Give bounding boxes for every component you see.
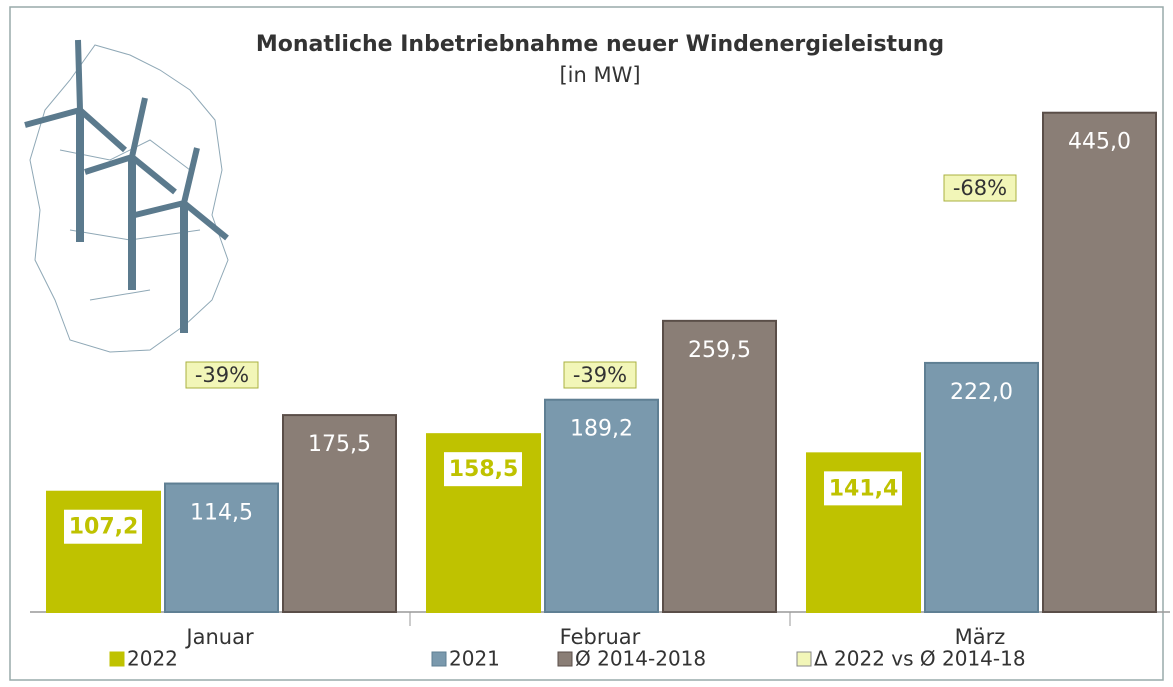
x-tick-label: Februar	[560, 625, 641, 649]
delta-box	[943, 174, 1017, 202]
legend-label: 2021	[449, 647, 500, 671]
bar	[662, 319, 777, 613]
x-tick-label: März	[955, 625, 1006, 649]
delta-label: -39%	[195, 363, 249, 387]
bar	[164, 482, 279, 613]
value-label: 114,5	[190, 501, 253, 526]
bar	[282, 414, 397, 613]
legend-label: 2022	[127, 647, 178, 671]
value-label: 158,5	[449, 457, 519, 482]
frame	[9, 6, 1164, 681]
value-label: 189,2	[570, 417, 633, 442]
value-label-box	[824, 471, 902, 506]
value-label: 259,5	[688, 338, 751, 363]
value-label: 175,5	[308, 432, 371, 457]
value-label: 445,0	[1068, 130, 1131, 155]
delta-box	[185, 361, 259, 389]
delta-label: -39%	[573, 363, 627, 387]
legend-label: Δ 2022 vs Ø 2014-18	[814, 647, 1026, 671]
bar	[924, 361, 1039, 613]
chart-title: Monatliche Inbetriebnahme neuer Windener…	[256, 32, 944, 57]
value-label: 107,2	[69, 515, 139, 540]
x-tick-label: Januar	[184, 625, 254, 649]
legend-swatch	[431, 651, 447, 667]
value-label-box	[64, 509, 142, 544]
wind-turbines	[24, 39, 229, 333]
delta-label: -68%	[953, 176, 1007, 200]
bar	[1042, 111, 1157, 614]
value-label: 222,0	[950, 380, 1013, 405]
legend-label: Ø 2014-2018	[575, 647, 706, 671]
chart-subtitle: [in MW]	[559, 63, 640, 87]
legend-swatch	[109, 651, 125, 667]
bar	[544, 398, 659, 613]
value-label: 141,4	[829, 476, 899, 501]
legend-swatch	[796, 651, 812, 667]
legend-swatch	[557, 651, 573, 667]
delta-box	[563, 361, 637, 389]
value-label-box	[444, 452, 522, 487]
